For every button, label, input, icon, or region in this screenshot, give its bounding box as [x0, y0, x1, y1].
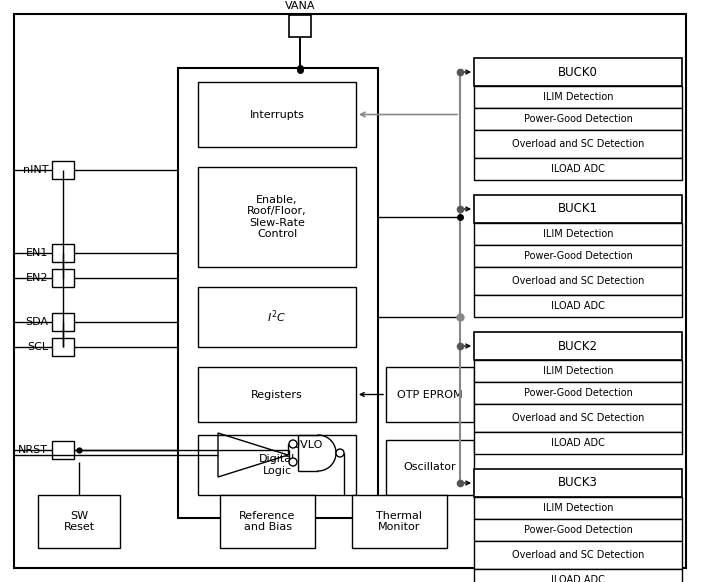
Bar [220, 495, 315, 548]
Circle shape [289, 458, 297, 466]
Text: ILOAD ADC: ILOAD ADC [551, 575, 605, 582]
Bar [38, 495, 120, 548]
Text: BUCK3: BUCK3 [558, 477, 598, 489]
Bar [474, 382, 682, 404]
Text: ILIM Detection: ILIM Detection [543, 92, 614, 102]
Text: nINT: nINT [22, 165, 48, 175]
Text: SCL: SCL [27, 342, 48, 352]
Bar [52, 313, 74, 331]
Bar [474, 223, 682, 245]
Bar [474, 404, 682, 432]
Bar [474, 158, 682, 180]
Bar [474, 432, 682, 454]
Text: Registers: Registers [251, 389, 303, 399]
Text: SDA: SDA [25, 317, 48, 327]
Text: EN2: EN2 [25, 273, 48, 283]
Text: Power-Good Detection: Power-Good Detection [524, 525, 633, 535]
Bar [474, 108, 682, 130]
Bar [386, 367, 474, 422]
Text: ILIM Detection: ILIM Detection [543, 503, 614, 513]
Bar [474, 195, 682, 223]
Text: Digital
Logic: Digital Logic [259, 454, 295, 476]
Bar [474, 245, 682, 267]
Text: $I^2C$: $I^2C$ [267, 308, 286, 325]
Bar [198, 367, 356, 422]
Text: ILIM Detection: ILIM Detection [543, 229, 614, 239]
Text: BUCK0: BUCK0 [558, 66, 598, 79]
Bar [474, 267, 682, 295]
Text: VANA: VANA [285, 1, 315, 11]
Text: Overload and SC Detection: Overload and SC Detection [512, 139, 644, 149]
Bar [474, 569, 682, 582]
Text: ILOAD ADC: ILOAD ADC [551, 301, 605, 311]
Bar [52, 244, 74, 262]
Text: ILOAD ADC: ILOAD ADC [551, 438, 605, 448]
Bar [474, 86, 682, 108]
Text: Thermal
Monitor: Thermal Monitor [376, 510, 423, 533]
Bar [474, 497, 682, 519]
Text: Enable,
Roof/Floor,
Slew-Rate
Control: Enable, Roof/Floor, Slew-Rate Control [247, 194, 307, 239]
Text: Power-Good Detection: Power-Good Detection [524, 114, 633, 124]
Bar [474, 469, 682, 497]
Bar [474, 360, 682, 382]
Text: NRST: NRST [18, 445, 48, 455]
Bar [198, 287, 356, 347]
Bar [474, 295, 682, 317]
Text: Power-Good Detection: Power-Good Detection [524, 388, 633, 398]
Text: OTP EPROM: OTP EPROM [397, 389, 463, 399]
Circle shape [289, 440, 297, 448]
Bar [474, 58, 682, 86]
Text: BUCK1: BUCK1 [558, 203, 598, 215]
Text: Reference
and Bias: Reference and Bias [239, 510, 296, 533]
Bar [474, 130, 682, 158]
Text: Interrupts: Interrupts [250, 109, 305, 119]
Bar [198, 82, 356, 147]
Bar [178, 68, 378, 518]
Text: EN1: EN1 [26, 248, 48, 258]
Text: UVLO: UVLO [292, 440, 322, 450]
Text: Overload and SC Detection: Overload and SC Detection [512, 550, 644, 560]
Text: Power-Good Detection: Power-Good Detection [524, 251, 633, 261]
Bar [52, 441, 74, 459]
Bar [198, 435, 356, 495]
Text: SW
Reset: SW Reset [63, 510, 95, 533]
Bar [386, 440, 474, 495]
Bar [352, 495, 447, 548]
Text: Oscillator: Oscillator [404, 463, 456, 473]
Bar [52, 338, 74, 356]
Bar [474, 519, 682, 541]
Bar [474, 332, 682, 360]
Text: ILOAD ADC: ILOAD ADC [551, 164, 605, 174]
Text: BUCK2: BUCK2 [558, 339, 598, 353]
Circle shape [336, 449, 344, 457]
Bar [198, 167, 356, 267]
Bar [474, 541, 682, 569]
Bar [289, 15, 311, 37]
Text: Overload and SC Detection: Overload and SC Detection [512, 276, 644, 286]
Bar [52, 161, 74, 179]
Bar [52, 269, 74, 287]
Text: Overload and SC Detection: Overload and SC Detection [512, 413, 644, 423]
Text: ILIM Detection: ILIM Detection [543, 366, 614, 376]
